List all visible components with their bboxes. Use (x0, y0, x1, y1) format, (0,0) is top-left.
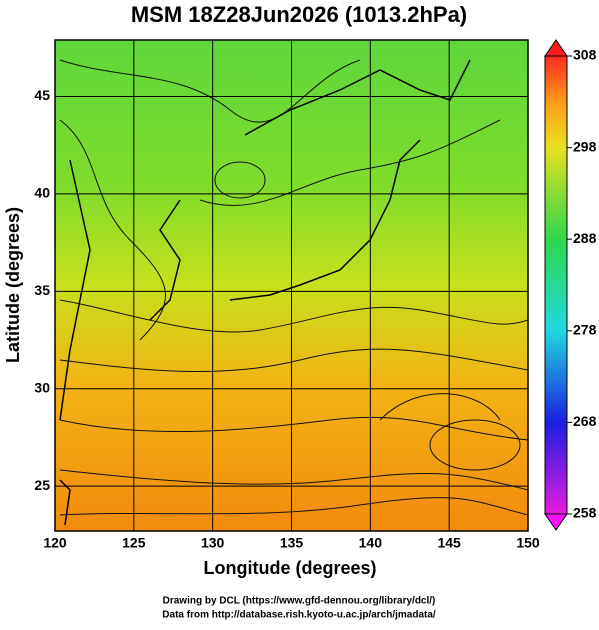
x-tick-label: 140 (359, 535, 383, 551)
y-tick-label: 30 (34, 379, 50, 395)
x-tick-label: 145 (437, 535, 461, 551)
y-tick-label: 45 (34, 87, 50, 103)
x-tick-label: 135 (280, 535, 304, 551)
y-tick-label: 25 (34, 477, 50, 493)
chart-title: MSM 18Z28Jun2026 (1013.2hPa) (131, 2, 467, 27)
y-tick-label: 40 (34, 185, 50, 201)
coastline (59, 59, 471, 526)
colorbar-extend-top (544, 39, 568, 57)
colorbar-tick-label: 278 (573, 322, 597, 338)
colorbar-tick-label: 258 (573, 505, 597, 521)
x-tick-label: 120 (43, 535, 67, 551)
x-tick-label: 130 (201, 535, 225, 551)
y-axis-label: Latitude (degrees) (3, 207, 23, 363)
y-tick-label: 35 (34, 282, 50, 298)
colorbar-tick-label: 298 (573, 138, 597, 154)
x-tick-label: 125 (122, 535, 146, 551)
x-tick-label: 150 (516, 535, 540, 551)
colorbar-tick-label: 288 (573, 230, 597, 246)
colorbar (544, 55, 568, 515)
colorbar-tick-label: 308 (573, 47, 597, 63)
credit: Drawing by DCL (https://www.gfd-dennou.o… (163, 596, 436, 607)
credit: Data from http://database.rish.kyoto-u.a… (162, 610, 436, 621)
streamlines (59, 59, 528, 516)
colorbar-extend-bottom (544, 513, 568, 531)
colorbar-tick-label: 268 (573, 413, 597, 429)
x-axis-label: Longitude (degrees) (203, 558, 376, 578)
